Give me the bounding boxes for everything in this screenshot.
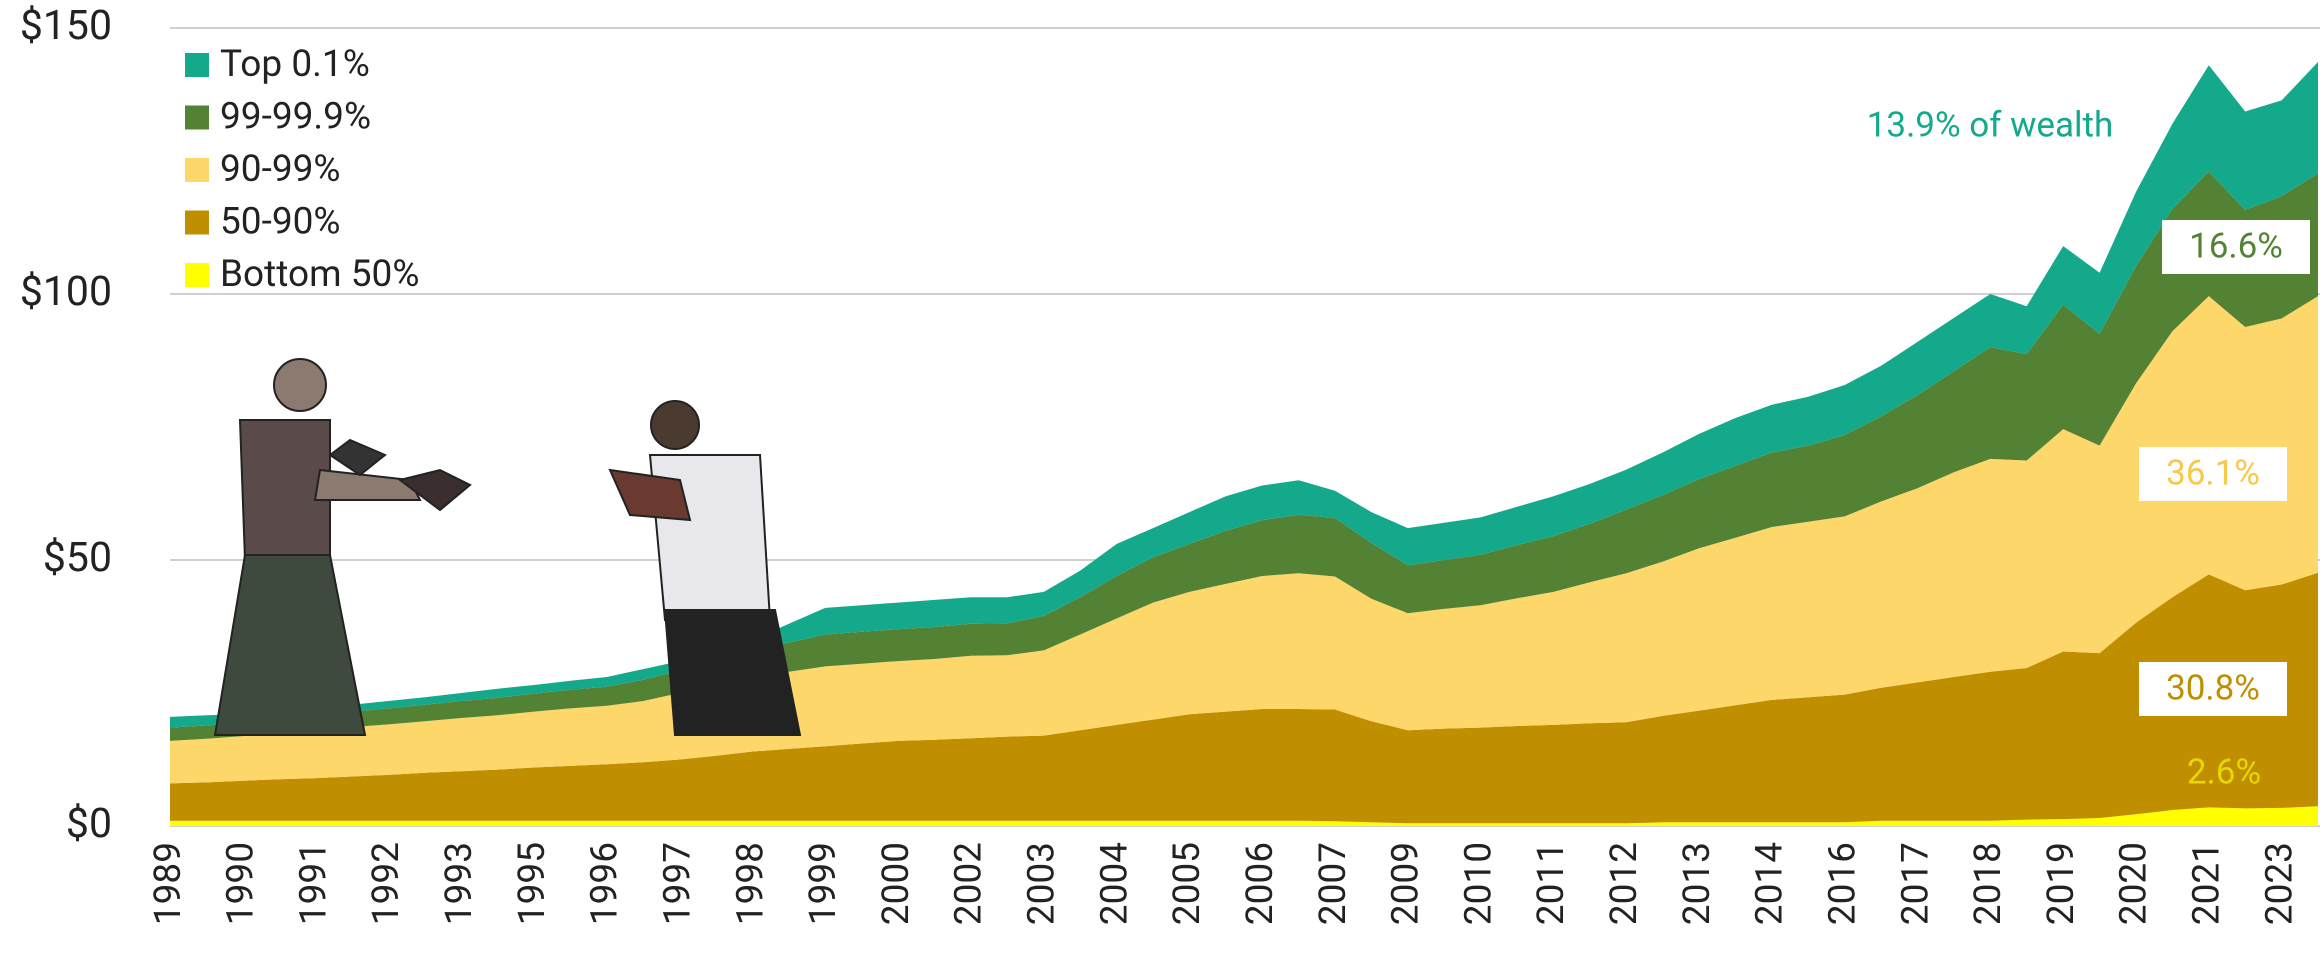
x-tick-label: 2016 xyxy=(1821,842,1864,925)
x-tick-label: 2017 xyxy=(1894,842,1937,925)
annotations: 13.9% of wealth 16.6% 36.1% 30.8% 2.6% xyxy=(1867,104,2310,792)
boxer-illustration xyxy=(213,358,802,736)
x-tick-label: 2011 xyxy=(1530,842,1573,925)
x-tick-label: 1997 xyxy=(656,842,699,925)
x-tick-label: 2020 xyxy=(2113,842,2156,925)
legend-label: 90-99% xyxy=(220,148,341,191)
areas xyxy=(170,62,2318,826)
legend: Top 0.1% 99-99.9% 90-99% 50-90% Bottom 50% xyxy=(185,43,419,296)
x-tick-label: 1999 xyxy=(802,842,845,925)
x-tick-label: 1996 xyxy=(584,842,627,925)
x-tick-label: 1998 xyxy=(729,842,772,925)
y-tick-label: $50 xyxy=(43,534,112,582)
legend-swatch xyxy=(185,210,209,235)
legend-swatch xyxy=(185,53,209,77)
area xyxy=(170,62,2318,728)
x-tick-label: 2019 xyxy=(2040,842,2083,925)
legend-swatch xyxy=(185,263,209,287)
x-tick-label: 1990 xyxy=(220,842,263,925)
x-tick-label: 1993 xyxy=(438,842,481,925)
share-label: 30.8% xyxy=(2166,667,2260,708)
x-tick-label: 1992 xyxy=(365,842,408,925)
legend-label: 99-99.9% xyxy=(220,95,371,138)
share-label: 16.6% xyxy=(2189,225,2283,266)
x-tick-label: 2014 xyxy=(1749,842,1792,925)
x-tick-label: 2004 xyxy=(1093,842,1136,925)
label-box xyxy=(2162,220,2310,274)
legend-swatch xyxy=(185,105,209,130)
y-tick-label: $100 xyxy=(20,268,112,316)
legend-label: 50-90% xyxy=(220,200,341,243)
legend-swatch xyxy=(185,158,209,182)
x-tick-label: 2000 xyxy=(875,842,918,925)
x-tick-label: 2007 xyxy=(1312,842,1355,925)
area xyxy=(170,171,2318,741)
share-label: 2.6% xyxy=(2187,751,2261,792)
x-tick-label: 2002 xyxy=(948,842,991,925)
legend-label: Bottom 50% xyxy=(220,253,419,296)
x-tick-label: 1995 xyxy=(511,842,554,925)
x-tick-label: 2005 xyxy=(1166,842,1209,925)
area xyxy=(170,296,2318,784)
x-tick-label: 1989 xyxy=(147,842,190,925)
legend-label: Top 0.1% xyxy=(220,43,370,86)
share-label: 13.9% of wealth xyxy=(1867,104,2114,145)
x-tick-label: 2009 xyxy=(1385,842,1428,925)
x-tick-label: 2023 xyxy=(2258,842,2301,925)
area xyxy=(170,572,2318,824)
x-tick-label: 2003 xyxy=(1021,842,1064,925)
x-tick-label: 2018 xyxy=(1967,842,2010,925)
y-tick-label: $0 xyxy=(66,800,112,848)
x-tick-label: 1991 xyxy=(292,842,335,925)
axes: $0 $50 $100 $150 1989 1990 1991 1992 1993 1995 199… xyxy=(20,2,2302,925)
label-box xyxy=(2139,447,2287,501)
x-tick-label: 2006 xyxy=(1239,842,1282,925)
x-tick-label: 2021 xyxy=(2186,842,2229,925)
area xyxy=(170,806,2318,826)
x-tick-label: 2010 xyxy=(1457,842,1500,925)
x-tick-label: 2012 xyxy=(1603,842,1646,925)
share-label: 36.1% xyxy=(2166,452,2260,493)
x-tick-label: 2013 xyxy=(1676,842,1719,925)
y-tick-label: $150 xyxy=(20,2,112,50)
label-box xyxy=(2139,662,2287,716)
